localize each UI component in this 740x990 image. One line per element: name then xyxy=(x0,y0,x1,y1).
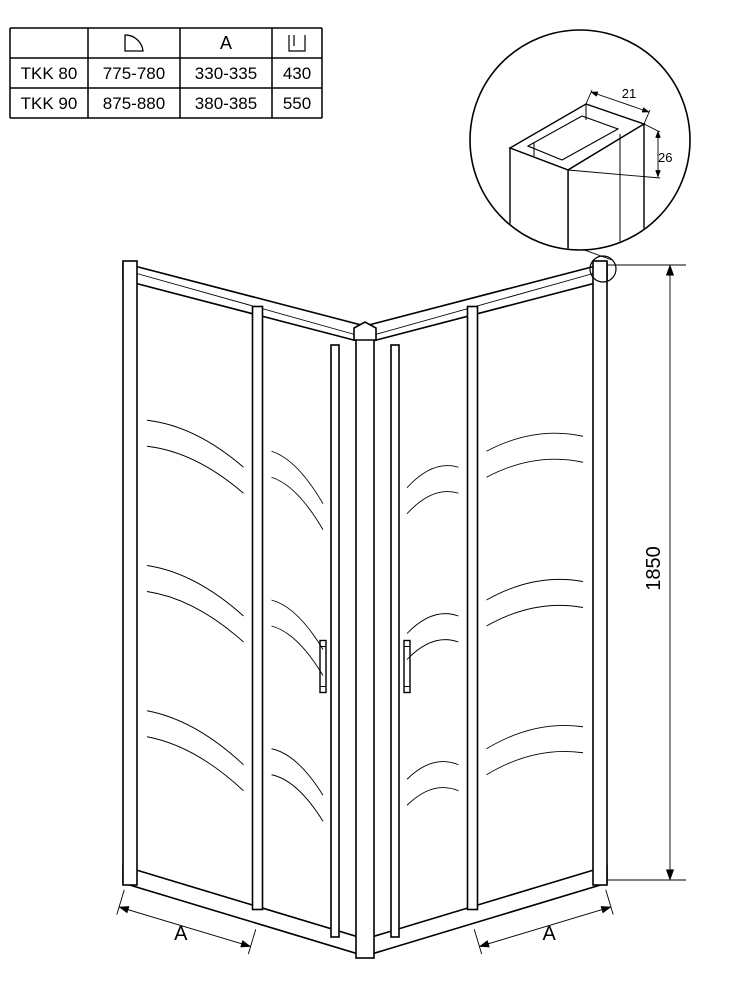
svg-text:A: A xyxy=(174,923,188,945)
svg-text:TKK 90: TKK 90 xyxy=(21,94,78,113)
shower-enclosure xyxy=(123,261,607,958)
detail-depth: 26 xyxy=(658,150,672,165)
svg-text:550: 550 xyxy=(283,94,311,113)
svg-text:430: 430 xyxy=(283,64,311,83)
svg-text:A: A xyxy=(220,33,232,53)
detail-view: 21 26 xyxy=(470,30,690,282)
detail-width: 21 xyxy=(622,86,636,101)
svg-text:A: A xyxy=(543,923,557,945)
technical-drawing: A TKK 80 775-780 330-335 430 TKK 90 875-880 380… xyxy=(0,0,740,990)
height-dimension: 1850 xyxy=(608,265,686,880)
height-value: 1850 xyxy=(643,546,665,591)
svg-text:775-780: 775-780 xyxy=(103,64,165,83)
svg-text:875-880: 875-880 xyxy=(103,94,165,113)
spec-table: A TKK 80 775-780 330-335 430 TKK 90 875-880 380… xyxy=(10,28,322,118)
svg-text:TKK 80: TKK 80 xyxy=(21,64,78,83)
svg-text:380-385: 380-385 xyxy=(195,94,257,113)
svg-text:330-335: 330-335 xyxy=(195,64,257,83)
